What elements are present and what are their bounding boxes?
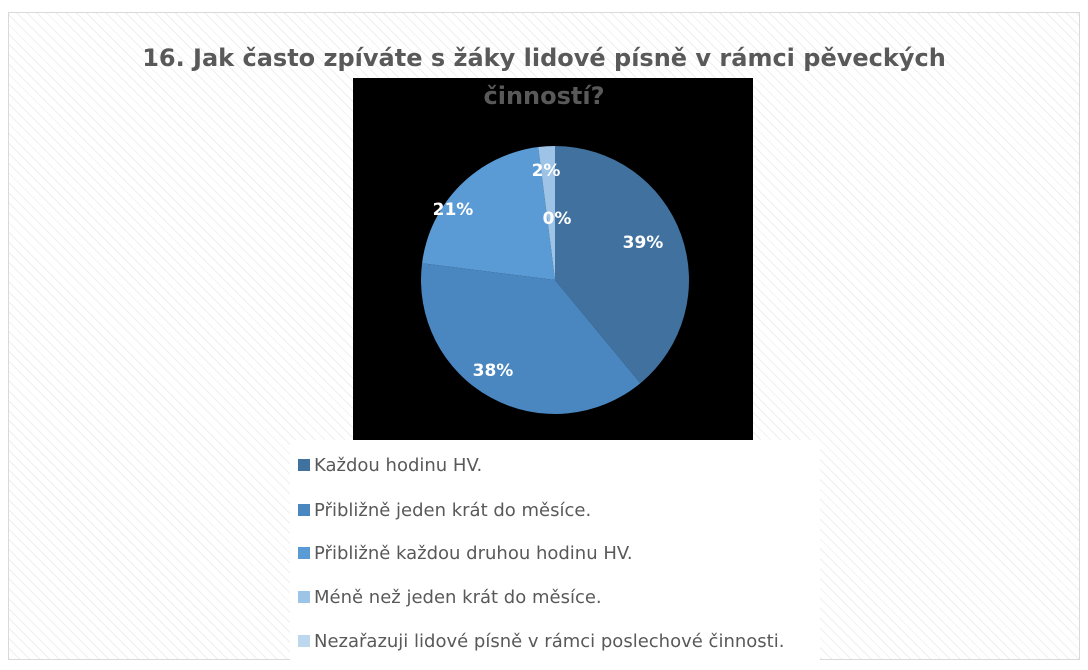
legend-swatch xyxy=(298,504,310,516)
legend-label: Přibližně každou druhou hodinu HV. xyxy=(314,542,633,564)
legend-swatch xyxy=(298,547,310,559)
legend-item: Přibližně jeden krát do měsíce. xyxy=(298,498,591,522)
data-label: 0% xyxy=(543,209,572,229)
legend-label: Nezařazuji lidové písně v rámci poslecho… xyxy=(314,630,785,652)
pie-slice xyxy=(422,147,555,280)
chart-title-line2: činností? xyxy=(483,82,605,110)
legend-item: Každou hodinu HV. xyxy=(298,453,482,477)
plot-area: 39% 38% 21% 2% 0% xyxy=(353,78,753,440)
legend-label: Méně než jeden krát do měsíce. xyxy=(314,586,602,608)
data-label: 38% xyxy=(473,361,514,381)
legend-swatch xyxy=(298,591,310,603)
pie-slice xyxy=(555,146,689,384)
legend-swatch xyxy=(298,635,310,647)
legend-label: Přibližně jeden krát do měsíce. xyxy=(314,499,592,521)
data-label: 21% xyxy=(433,200,474,220)
data-label: 2% xyxy=(532,161,561,181)
legend-item: Přibližně každou druhou hodinu HV. xyxy=(298,541,633,565)
chart-title: 16. Jak často zpíváte s žáky lidové písn… xyxy=(142,44,946,72)
legend-swatch xyxy=(298,459,310,471)
legend-item: Méně než jeden krát do měsíce. xyxy=(298,585,602,609)
legend-item: Nezařazuji lidové písně v rámci poslecho… xyxy=(298,629,784,653)
data-label: 39% xyxy=(623,233,664,253)
pie-slice xyxy=(421,263,641,414)
pie-chart: 39% 38% 21% 2% 0% xyxy=(421,146,689,414)
legend: Každou hodinu HV. Přibližně jeden krát do… xyxy=(290,440,820,662)
legend-label: Každou hodinu HV. xyxy=(314,454,483,476)
pie-slice xyxy=(538,146,555,280)
